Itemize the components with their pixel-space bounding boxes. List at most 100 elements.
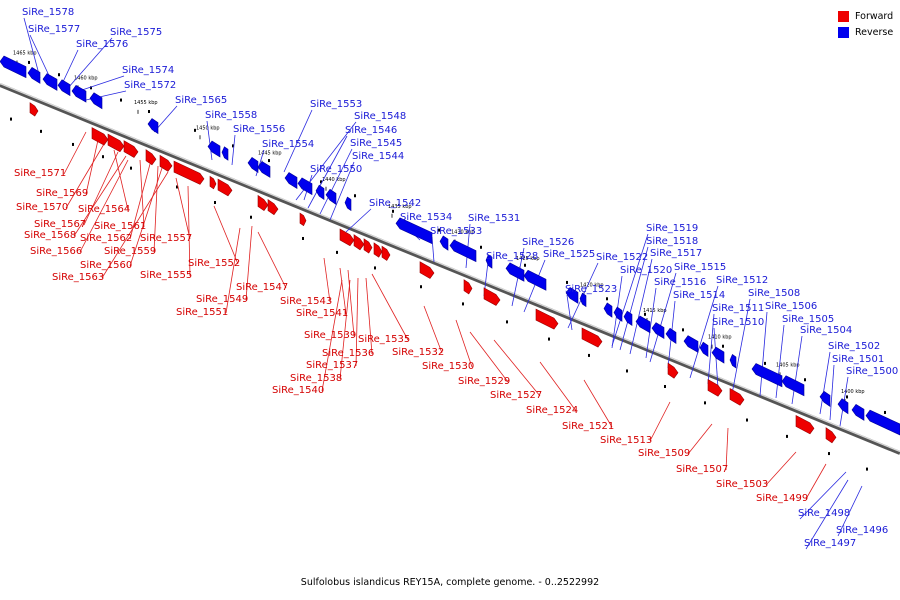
gap-marker	[10, 117, 12, 121]
gap-marker	[28, 60, 30, 64]
svg-text:SiRe_1515: SiRe_1515	[674, 262, 726, 273]
svg-text:SiRe_1532: SiRe_1532	[392, 347, 444, 358]
forward-gene-label: SiRe_1524	[526, 405, 578, 416]
reverse-gene-label: SiRe_1544	[352, 151, 404, 162]
forward-gene-label: SiRe_1560	[80, 260, 132, 271]
svg-text:SiRe_1558: SiRe_1558	[205, 110, 257, 121]
gap-marker	[194, 128, 196, 132]
svg-text:SiRe_1504: SiRe_1504	[800, 325, 852, 336]
reverse-gene-label: SiRe_1572	[124, 80, 176, 91]
svg-text:1435 kbp: 1435 kbp	[388, 204, 412, 210]
reverse-gene-label: SiRe_1510	[712, 317, 764, 328]
reverse-gene-label: SiRe_1526	[522, 237, 574, 248]
svg-text:1440 kbp: 1440 kbp	[322, 177, 346, 183]
reverse-gene-label: SiRe_1548	[354, 111, 406, 122]
svg-text:SiRe_1543: SiRe_1543	[280, 296, 332, 307]
reverse-gene-label: SiRe_1565	[175, 95, 227, 106]
forward-gene-label: SiRe_1507	[676, 464, 728, 475]
gap-marker	[846, 395, 848, 399]
forward-gene-arrow	[463, 279, 473, 295]
svg-text:SiRe_1518: SiRe_1518	[646, 236, 698, 247]
reverse-gene-label: SiRe_1522	[596, 252, 648, 263]
svg-text:SiRe_1507: SiRe_1507	[676, 464, 728, 475]
forward-gene-arrow	[373, 242, 383, 258]
map-caption: Sulfolobus islandicus REY15A, complete g…	[300, 577, 600, 588]
forward-gene-label: SiRe_1527	[490, 390, 542, 401]
backbone-line-shadow	[0, 83, 900, 455]
svg-text:SiRe_1547: SiRe_1547	[236, 282, 288, 293]
reverse-gene-label: SiRe_1553	[310, 99, 362, 110]
legend-forward-swatch	[838, 10, 849, 22]
gap-marker	[786, 434, 788, 438]
forward-gene-label: SiRe_1536	[322, 348, 374, 359]
svg-text:SiRe_1512: SiRe_1512	[716, 275, 768, 286]
reverse-gene-arrow	[781, 375, 805, 397]
gap-marker	[232, 144, 234, 148]
ruler-tick: 1455 kbp	[134, 100, 158, 114]
reverse-gene-label: SiRe_1554	[262, 139, 314, 150]
reverse-gene-arrow	[89, 92, 103, 110]
svg-text:SiRe_1551: SiRe_1551	[176, 307, 228, 318]
forward-gene-label: SiRe_1539	[304, 330, 356, 341]
gap-marker	[548, 337, 550, 341]
gap-marker	[420, 285, 422, 289]
svg-text:SiRe_1526: SiRe_1526	[522, 237, 574, 248]
reverse-gene-arrow	[257, 161, 271, 178]
reverse-gene-label: SiRe_1528	[486, 251, 538, 262]
reverse-gene-label: SiRe_1519	[646, 223, 698, 234]
reverse-gene-label: SiRe_1506	[765, 301, 817, 312]
gene-arrows	[0, 55, 900, 444]
svg-text:1430 kbp: 1430 kbp	[451, 230, 475, 236]
reverse-gene-label: SiRe_1574	[122, 65, 174, 76]
legend-reverse: Reverse	[838, 24, 893, 40]
reverse-gene-arrow	[699, 341, 709, 358]
svg-text:SiRe_1509: SiRe_1509	[638, 448, 690, 459]
reverse-gene-label: SiRe_1497	[804, 538, 856, 549]
reverse-gene-arrow	[57, 79, 71, 97]
svg-text:SiRe_1498: SiRe_1498	[798, 508, 850, 519]
gap-marker	[72, 142, 74, 146]
reverse-gene-arrow	[284, 172, 298, 189]
svg-text:SiRe_1523: SiRe_1523	[565, 284, 617, 295]
forward-gene-arrow	[107, 133, 125, 153]
svg-text:SiRe_1561: SiRe_1561	[94, 221, 146, 232]
reverse-gene-arrow	[42, 73, 58, 91]
gap-marker	[392, 209, 394, 213]
svg-text:SiRe_1554: SiRe_1554	[262, 139, 314, 150]
gap-marker	[480, 245, 482, 249]
reverse-gene-arrow	[247, 156, 259, 174]
svg-text:1460 kbp: 1460 kbp	[74, 75, 98, 81]
forward-gene-arrow	[159, 154, 173, 172]
ruler-tick: 1440 kbp	[322, 177, 346, 191]
gap-marker	[90, 86, 92, 90]
reverse-gene-label: SiRe_1531	[468, 213, 520, 224]
gap-marker	[588, 353, 590, 357]
forward-gene-label: SiRe_1570	[16, 202, 68, 213]
reverse-gene-arrow	[315, 184, 325, 201]
reverse-gene-arrow	[851, 403, 865, 421]
svg-text:SiRe_1546: SiRe_1546	[345, 125, 397, 136]
svg-text:SiRe_1508: SiRe_1508	[748, 288, 800, 299]
svg-text:SiRe_1527: SiRe_1527	[490, 390, 542, 401]
svg-text:SiRe_1496: SiRe_1496	[836, 525, 888, 536]
forward-gene-label: SiRe_1543	[280, 296, 332, 307]
reverse-gene-label: SiRe_1576	[76, 39, 128, 50]
reverse-gene-arrow	[579, 292, 587, 308]
svg-text:SiRe_1500: SiRe_1500	[846, 366, 898, 377]
reverse-gene-label: SiRe_1534	[400, 212, 452, 223]
forward-gene-arrow	[173, 160, 205, 185]
forward-gene-label: SiRe_1521	[562, 421, 614, 432]
svg-text:1415 kbp: 1415 kbp	[643, 308, 667, 314]
svg-text:SiRe_1545: SiRe_1545	[350, 138, 402, 149]
reverse-gene-label: SiRe_1523	[565, 284, 617, 295]
svg-text:SiRe_1548: SiRe_1548	[354, 111, 406, 122]
forward-gene-arrow	[729, 387, 745, 406]
gap-marker	[102, 155, 104, 159]
forward-gene-label: SiRe_1503	[716, 479, 768, 490]
gap-marker	[120, 98, 122, 102]
svg-text:SiRe_1552: SiRe_1552	[188, 258, 240, 269]
reverse-gene-label: SiRe_1508	[748, 288, 800, 299]
svg-text:SiRe_1575: SiRe_1575	[110, 27, 162, 38]
gap-marker	[606, 297, 608, 301]
